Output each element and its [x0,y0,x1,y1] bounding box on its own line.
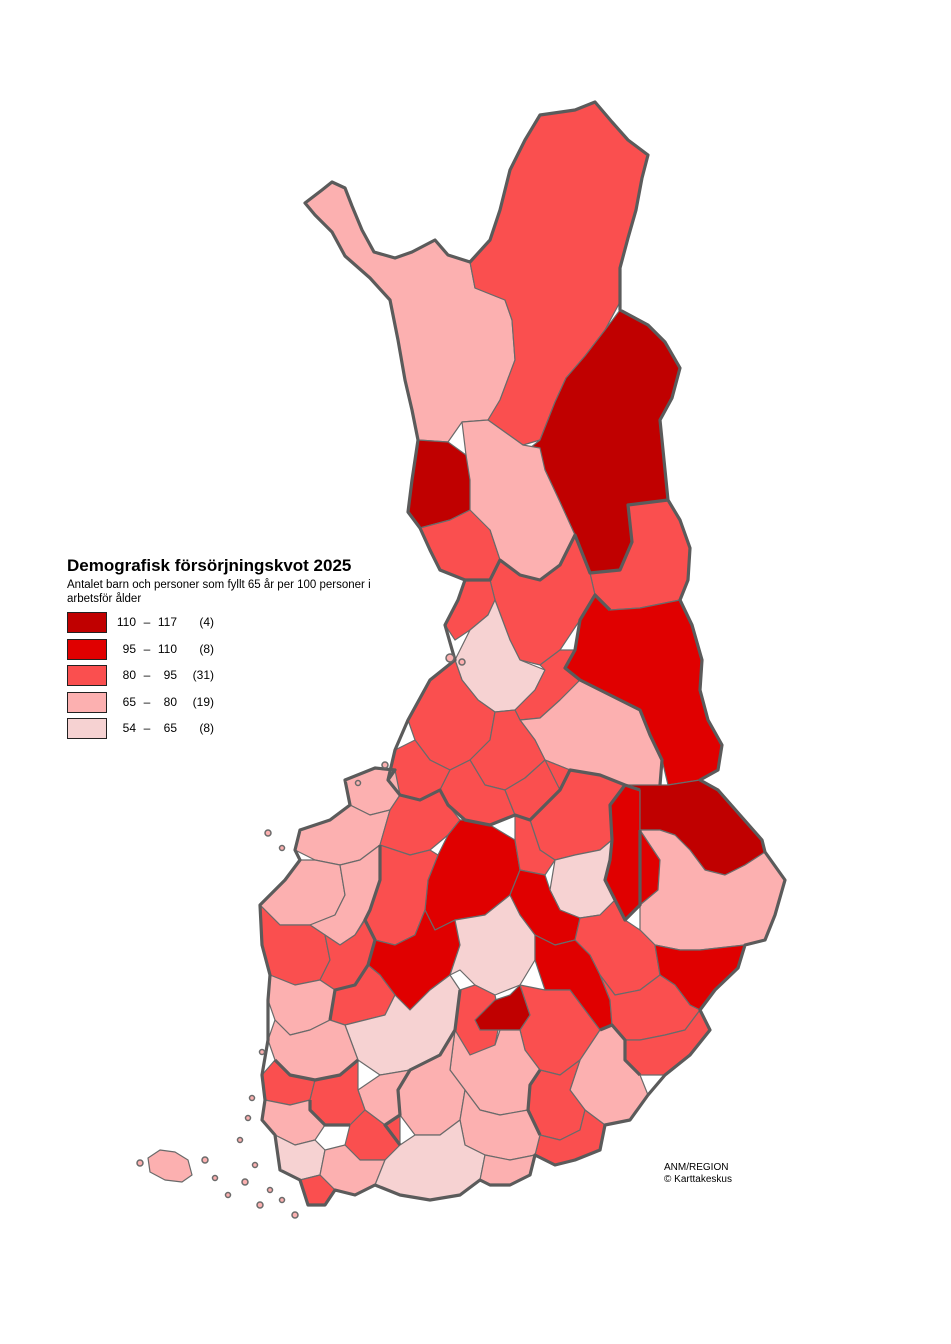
map-credits: ANM/REGION © Karttakeskus [664,1162,732,1186]
legend-range-high: 80 [163,694,177,709]
legend-swatch [67,665,107,686]
legend-class-row: 95 – 110 (8) [67,638,427,666]
region-borga[interactable] [479,1154,536,1186]
legend-class-row: 80 – 95 (31) [67,665,427,692]
legend-range-low: 65 [122,694,136,709]
region-ykt[interactable] [514,814,556,876]
legend-range-dash: – [143,668,151,682]
region-border-central [386,768,641,827]
legend-class-row: 54 – 65 (8) [67,718,427,745]
legend-count: (8) [199,721,214,735]
legend-range-low: 95 [122,641,136,656]
national-border [258,100,787,1207]
region-aland[interactable] [147,1149,193,1183]
legend-range-dash: – [143,721,151,735]
region-border-middle [383,989,462,1146]
legend-range-low: 110 [116,615,136,629]
legend-title: Demografisk försörjningskvot 2025 [67,556,352,575]
legend-range-high: 110 [157,641,177,656]
region-border-lapland [465,498,669,582]
credits-copyright: © Karttakeskus [664,1174,732,1185]
legend-swatch [67,691,107,713]
legend-swatch [67,638,107,660]
legend-count: (31) [192,668,214,682]
legend-swatch [67,718,107,739]
legend-subtitle: Antalet barn och personer som fyllt 65 å… [67,579,371,605]
legend-class-row: 65 – 80 (19) [67,691,427,719]
legend-range-dash: – [143,615,151,629]
region-border-north-ostrobothnia-kainuu [563,593,664,786]
credits-agency: ANM/REGION [664,1162,729,1173]
map-legend: Demografisk försörjningskvot 2025 Antale… [67,556,427,745]
legend-range-low: 54 [122,721,136,735]
region-border-savo [603,784,642,922]
legend-range-low: 80 [122,668,136,682]
region-border-west [328,845,382,1021]
archipelago-islands [136,653,466,1219]
legend-class-row: 110 – 117 (4) [67,612,427,639]
legend-count: (19) [192,694,214,709]
legend-range-high: 117 [157,615,177,629]
region-border-satakunta [273,1058,360,1127]
legend-count: (8) [199,641,214,656]
legend-range-dash: – [143,694,151,709]
legend-range-dash: – [143,641,151,656]
legend-range-high: 95 [163,668,177,682]
legend-count: (4) [199,615,214,629]
legend-range-high: 65 [163,721,177,735]
region-border-south [526,1023,642,1136]
legend-swatch [67,612,107,633]
